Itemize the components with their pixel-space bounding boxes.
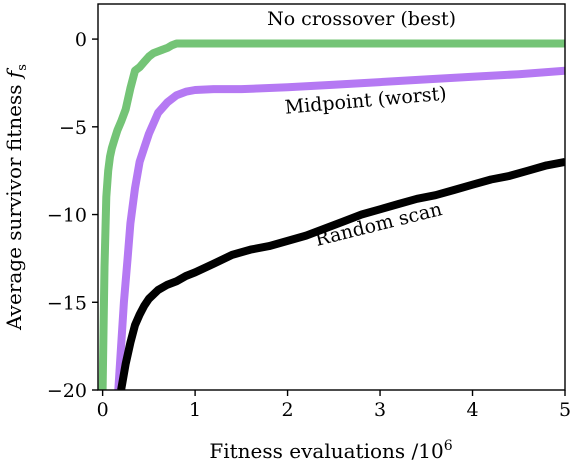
- x-tick-label: 0: [97, 399, 109, 421]
- x-axis-label-text: Fitness evaluations /10: [209, 439, 443, 463]
- x-tick-label: 4: [466, 399, 478, 421]
- series-line-1: [114, 66, 565, 390]
- series-line-2: [117, 157, 565, 390]
- x-axis-label-exponent: 6: [444, 438, 453, 454]
- x-tick-label: 1: [189, 399, 201, 421]
- y-axis-label-subscript: s: [15, 64, 30, 71]
- series-layer: [98, 39, 565, 390]
- x-axis: 0 1 2 3 4 5: [97, 390, 570, 421]
- series-label-0: No crossover (best): [267, 8, 456, 30]
- x-tick-label: 3: [374, 399, 386, 421]
- y-tick-label: −5: [59, 117, 87, 139]
- series-line-0: [98, 39, 565, 390]
- y-tick-label: 0: [75, 29, 87, 51]
- y-tick-label: −10: [47, 205, 87, 227]
- x-tick-label: 5: [559, 399, 570, 421]
- x-tick-label: 2: [282, 399, 294, 421]
- x-axis-label: Fitness evaluations /106: [209, 438, 452, 463]
- plot-frame: [97, 3, 566, 391]
- y-axis-label: Average survivor fitness fs: [2, 64, 30, 331]
- y-tick-label: −20: [47, 380, 87, 402]
- y-axis: 0 −5 −10 −15 −20: [47, 29, 98, 402]
- y-axis-label-text: Average survivor fitness: [2, 78, 26, 331]
- y-tick-label: −15: [47, 292, 87, 314]
